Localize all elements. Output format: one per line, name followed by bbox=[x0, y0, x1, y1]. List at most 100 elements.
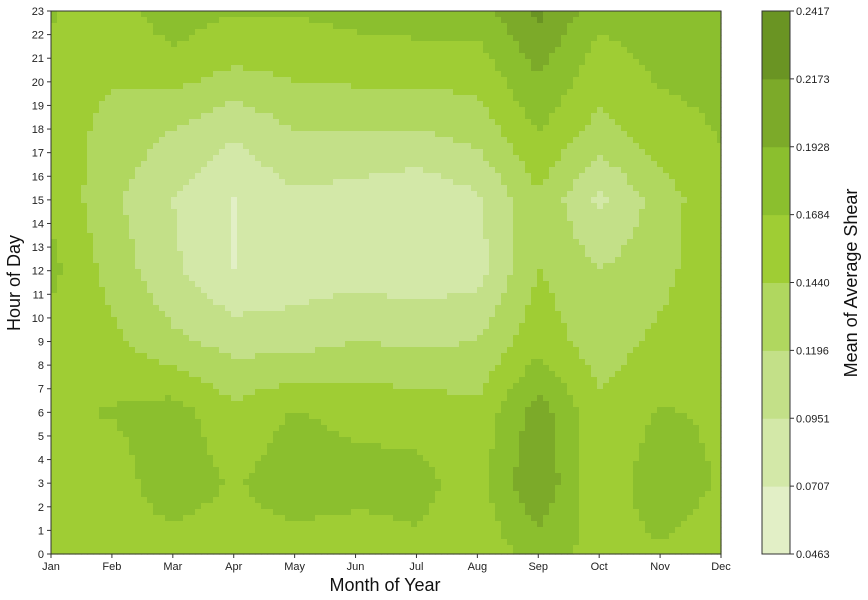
contour-cell bbox=[117, 35, 124, 42]
contour-cell bbox=[201, 401, 208, 408]
contour-cell bbox=[309, 461, 316, 468]
contour-cell bbox=[279, 551, 286, 555]
contour-cell bbox=[255, 101, 262, 108]
contour-cell bbox=[141, 323, 148, 330]
contour-cell bbox=[219, 419, 226, 426]
contour-cell bbox=[279, 467, 286, 474]
contour-cell bbox=[105, 281, 112, 288]
contour-cell bbox=[363, 485, 370, 492]
contour-cell bbox=[75, 71, 82, 78]
contour-cell bbox=[63, 101, 70, 108]
contour-cell bbox=[69, 233, 76, 240]
contour-cell bbox=[291, 335, 298, 342]
contour-cell bbox=[201, 353, 208, 360]
contour-cell bbox=[177, 95, 184, 102]
contour-cell bbox=[315, 443, 322, 450]
contour-cell bbox=[165, 53, 172, 60]
contour-cell bbox=[87, 47, 94, 54]
contour-cell bbox=[165, 389, 172, 396]
contour-cell bbox=[369, 299, 376, 306]
contour-cell bbox=[51, 509, 58, 516]
contour-cell bbox=[159, 533, 166, 540]
contour-cell bbox=[201, 377, 208, 384]
contour-cell bbox=[69, 503, 76, 510]
contour-cell bbox=[207, 521, 214, 528]
contour-cell bbox=[171, 119, 178, 126]
contour-cell bbox=[213, 371, 220, 378]
contour-cell bbox=[237, 83, 244, 90]
contour-cell bbox=[363, 467, 370, 474]
contour-cell bbox=[231, 401, 238, 408]
contour-cell bbox=[339, 35, 346, 42]
contour-cell bbox=[321, 179, 328, 186]
contour-cell bbox=[357, 491, 364, 498]
contour-cell bbox=[111, 347, 118, 354]
contour-cell bbox=[81, 209, 88, 216]
contour-cell bbox=[159, 95, 166, 102]
contour-cell bbox=[153, 89, 160, 96]
contour-cell bbox=[81, 167, 88, 174]
contour-cell bbox=[51, 269, 58, 276]
contour-cell bbox=[225, 227, 232, 234]
contour-cell bbox=[285, 527, 292, 534]
contour-cell bbox=[129, 239, 136, 246]
contour-cell bbox=[249, 263, 256, 270]
contour-cell bbox=[159, 131, 166, 138]
contour-cell bbox=[93, 539, 100, 546]
contour-cell bbox=[279, 479, 286, 486]
contour-cell bbox=[147, 311, 154, 318]
contour-cell bbox=[81, 323, 88, 330]
contour-cell bbox=[243, 143, 250, 150]
contour-cell bbox=[69, 221, 76, 228]
contour-cell bbox=[201, 323, 208, 330]
contour-cell bbox=[273, 401, 280, 408]
contour-cell bbox=[51, 503, 58, 510]
contour-cell bbox=[213, 107, 220, 114]
contour-cell bbox=[111, 65, 118, 72]
contour-cell bbox=[93, 305, 100, 312]
contour-cell bbox=[111, 365, 118, 372]
contour-cell bbox=[177, 527, 184, 534]
contour-cell bbox=[225, 449, 232, 456]
contour-cell bbox=[99, 197, 106, 204]
contour-cell bbox=[129, 17, 136, 24]
contour-cell bbox=[177, 323, 184, 330]
contour-cell bbox=[375, 197, 382, 204]
contour-cell bbox=[375, 425, 382, 432]
contour-cell bbox=[105, 347, 112, 354]
contour-cell bbox=[369, 131, 376, 138]
contour-cell bbox=[225, 137, 232, 144]
contour-cell bbox=[117, 341, 124, 348]
contour-cell bbox=[207, 251, 214, 258]
contour-cell bbox=[171, 323, 178, 330]
contour-cell bbox=[285, 329, 292, 336]
contour-cell bbox=[369, 491, 376, 498]
contour-cell bbox=[165, 65, 172, 72]
contour-cell bbox=[147, 143, 154, 150]
contour-cell bbox=[183, 269, 190, 276]
contour-cell bbox=[93, 149, 100, 156]
contour-cell bbox=[237, 119, 244, 126]
contour-cell bbox=[357, 113, 364, 120]
contour-cell bbox=[63, 413, 70, 420]
contour-cell bbox=[363, 269, 370, 276]
contour-cell bbox=[303, 191, 310, 198]
contour-cell bbox=[261, 329, 268, 336]
contour-cell bbox=[219, 371, 226, 378]
contour-cell bbox=[357, 11, 364, 18]
contour-cell bbox=[135, 35, 142, 42]
contour-cell bbox=[135, 509, 142, 516]
contour-cell bbox=[195, 191, 202, 198]
contour-cell bbox=[57, 137, 64, 144]
contour-cell bbox=[279, 491, 286, 498]
contour-cell bbox=[357, 101, 364, 108]
contour-cell bbox=[93, 479, 100, 486]
contour-cell bbox=[213, 521, 220, 528]
contour-cell bbox=[225, 149, 232, 156]
contour-cell bbox=[291, 203, 298, 210]
contour-cell bbox=[219, 287, 226, 294]
contour-cell bbox=[57, 479, 64, 486]
contour-cell bbox=[309, 29, 316, 36]
contour-cell bbox=[87, 77, 94, 84]
contour-cell bbox=[369, 527, 376, 534]
